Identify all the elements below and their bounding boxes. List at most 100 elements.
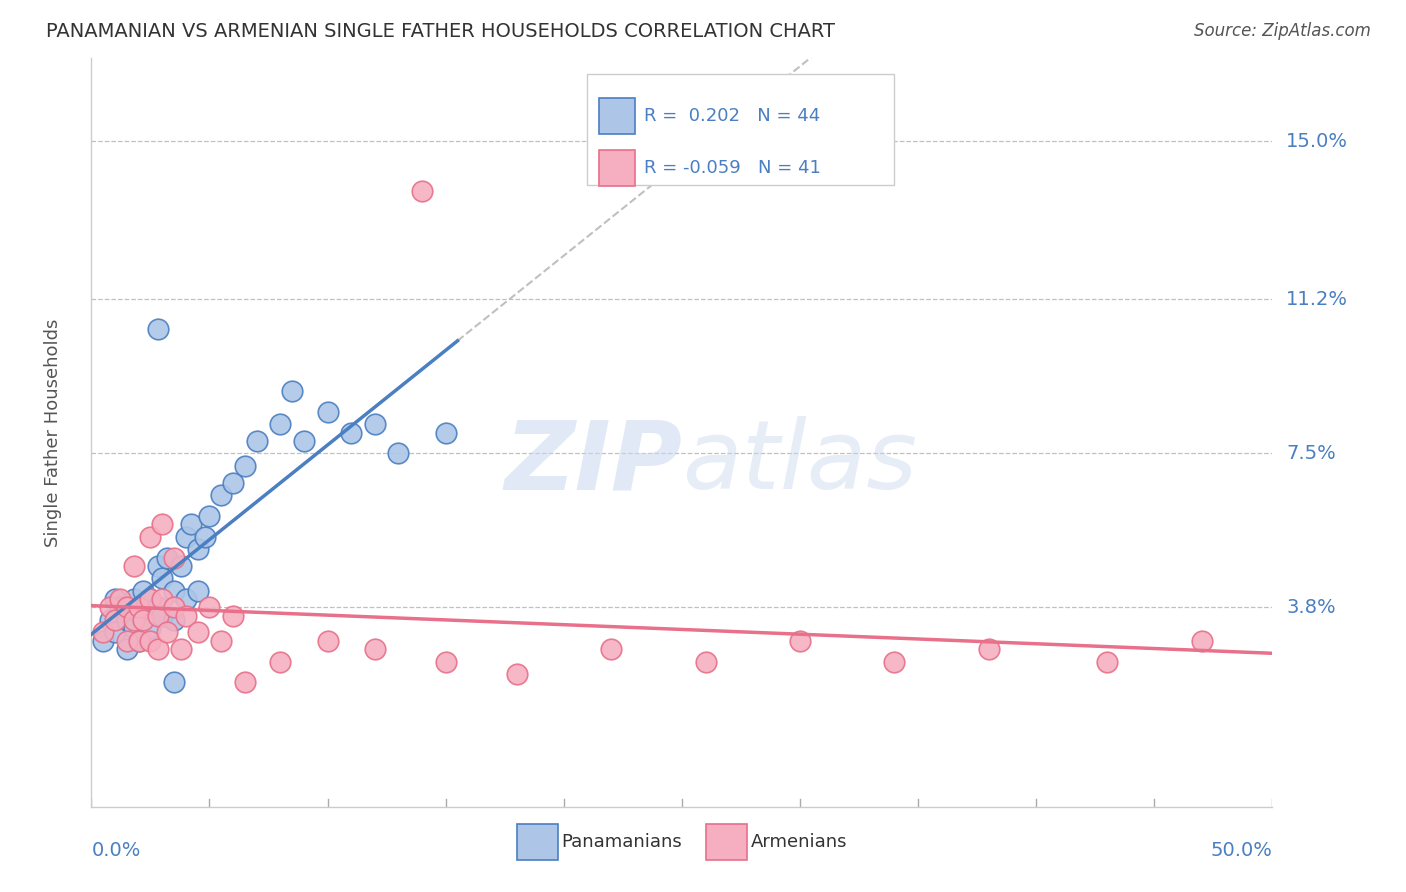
Point: [209, 633, 232, 648]
Point: [180, 517, 202, 532]
Point: [122, 558, 145, 573]
Point: [115, 633, 138, 648]
Point: [187, 583, 209, 598]
Point: [98, 613, 121, 627]
Point: [139, 633, 162, 648]
Point: [156, 625, 179, 640]
FancyBboxPatch shape: [599, 150, 634, 186]
Text: PANAMANIAN VS ARMENIAN SINGLE FATHER HOUSEHOLDS CORRELATION CHART: PANAMANIAN VS ARMENIAN SINGLE FATHER HOU…: [46, 22, 835, 41]
Point: [139, 530, 162, 544]
Point: [98, 600, 121, 615]
Point: [128, 633, 150, 648]
Point: [128, 633, 150, 648]
Text: 15.0%: 15.0%: [1286, 132, 1348, 151]
Point: [163, 550, 186, 565]
Point: [170, 642, 193, 657]
Point: [128, 600, 150, 615]
Point: [122, 621, 145, 635]
Point: [187, 625, 209, 640]
Point: [364, 417, 387, 432]
Point: [198, 508, 221, 523]
Point: [292, 434, 315, 448]
Point: [104, 592, 127, 607]
Point: [132, 583, 155, 598]
Point: [695, 655, 717, 669]
FancyBboxPatch shape: [516, 823, 558, 860]
Text: atlas: atlas: [682, 416, 917, 509]
Point: [977, 642, 1000, 657]
Point: [115, 600, 138, 615]
Point: [163, 583, 186, 598]
Point: [269, 417, 291, 432]
Text: Source: ZipAtlas.com: Source: ZipAtlas.com: [1194, 22, 1371, 40]
Text: 50.0%: 50.0%: [1211, 840, 1272, 860]
Point: [174, 530, 197, 544]
Point: [150, 608, 173, 623]
Point: [91, 633, 114, 648]
Point: [174, 608, 197, 623]
Text: ZIP: ZIP: [503, 416, 682, 509]
Point: [209, 488, 232, 502]
Text: Panamanians: Panamanians: [561, 833, 682, 851]
Point: [600, 642, 623, 657]
Point: [505, 667, 527, 681]
Point: [132, 613, 155, 627]
Point: [281, 384, 304, 398]
Text: Armenians: Armenians: [751, 833, 846, 851]
Point: [146, 600, 169, 615]
Point: [194, 530, 217, 544]
Point: [246, 434, 269, 448]
Point: [139, 621, 162, 635]
Point: [163, 675, 186, 690]
FancyBboxPatch shape: [706, 823, 747, 860]
Point: [1191, 633, 1213, 648]
Point: [132, 613, 155, 627]
Point: [434, 425, 457, 440]
Point: [115, 613, 138, 627]
Point: [139, 592, 162, 607]
Point: [150, 592, 173, 607]
Point: [128, 600, 150, 615]
Point: [187, 542, 209, 557]
Point: [170, 558, 193, 573]
Point: [269, 655, 291, 669]
Point: [122, 613, 145, 627]
Text: 3.8%: 3.8%: [1286, 598, 1336, 617]
Point: [150, 517, 173, 532]
Point: [122, 592, 145, 607]
Point: [316, 633, 339, 648]
Point: [91, 625, 114, 640]
Text: R = -0.059   N = 41: R = -0.059 N = 41: [644, 159, 821, 178]
Point: [146, 642, 169, 657]
FancyBboxPatch shape: [588, 74, 894, 186]
Point: [150, 571, 173, 585]
Point: [883, 655, 905, 669]
Point: [174, 592, 197, 607]
Point: [222, 608, 245, 623]
Point: [222, 475, 245, 490]
Point: [108, 600, 131, 615]
Point: [163, 613, 186, 627]
Point: [146, 608, 169, 623]
Point: [163, 600, 186, 615]
Point: [139, 592, 162, 607]
Text: R =  0.202   N = 44: R = 0.202 N = 44: [644, 107, 820, 125]
Point: [364, 642, 387, 657]
Point: [1095, 655, 1118, 669]
Point: [233, 458, 256, 473]
Point: [198, 600, 221, 615]
Point: [411, 184, 433, 198]
Point: [146, 558, 169, 573]
FancyBboxPatch shape: [599, 98, 634, 134]
Point: [104, 613, 127, 627]
Point: [316, 405, 339, 419]
Text: 7.5%: 7.5%: [1286, 444, 1336, 463]
Text: 0.0%: 0.0%: [91, 840, 141, 860]
Point: [104, 625, 127, 640]
Point: [340, 425, 363, 440]
Point: [387, 446, 409, 460]
Point: [146, 321, 169, 335]
Point: [789, 633, 811, 648]
Point: [115, 642, 138, 657]
Text: Single Father Households: Single Father Households: [44, 318, 62, 547]
